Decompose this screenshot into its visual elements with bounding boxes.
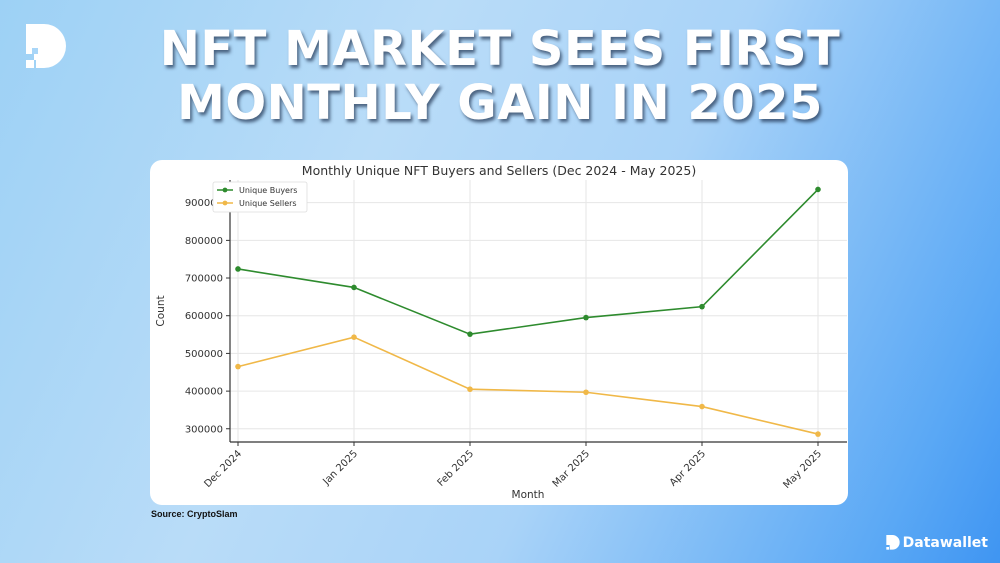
data-point (467, 331, 473, 337)
y-tick-label: 700000 (185, 274, 223, 285)
brand-mark: Datawallet (885, 535, 988, 551)
y-axis-label: Count (155, 295, 167, 326)
datawallet-d-icon (885, 535, 900, 550)
y-tick-label: 400000 (185, 387, 223, 398)
x-tick-label: Mar 2025 (551, 448, 592, 489)
datawallet-logo-icon (26, 24, 66, 68)
y-tick-label: 800000 (185, 236, 223, 247)
data-point (815, 431, 821, 437)
headline-line-2: MONTHLY GAIN IN 2025 (177, 75, 823, 131)
data-point (351, 284, 357, 291)
data-point (815, 186, 821, 193)
chart-title: Monthly Unique NFT Buyers and Sellers (D… (302, 163, 696, 178)
brand-name: Datawallet (902, 535, 988, 551)
y-tick-label: 500000 (185, 349, 223, 360)
chart-card: Monthly Unique NFT Buyers and Sellers (D… (150, 160, 848, 505)
legend-item: Unique Buyers (239, 186, 297, 195)
y-tick-label: 600000 (185, 311, 223, 322)
x-tick-label: Jan 2025 (320, 448, 360, 488)
data-point (351, 334, 357, 340)
x-tick-label: Apr 2025 (668, 448, 708, 488)
legend-item: Unique Sellers (239, 199, 297, 208)
x-axis-label: Month (512, 489, 545, 501)
data-point (235, 363, 241, 370)
y-tick-label: 300000 (185, 424, 223, 435)
line-chart: Monthly Unique NFT Buyers and Sellers (D… (155, 163, 847, 501)
y-tick-label: 900000 (185, 198, 223, 209)
x-tick-label: Dec 2024 (202, 448, 244, 490)
data-point (467, 386, 473, 393)
series-line (237, 188, 819, 336)
legend (212, 181, 308, 213)
data-point (583, 389, 589, 396)
series-line (237, 336, 819, 435)
headline: NFT MARKET SEES FIRST MONTHLY GAIN IN 20… (0, 22, 1000, 130)
headline-line-1: NFT MARKET SEES FIRST (159, 21, 841, 77)
data-point (699, 403, 705, 410)
source-caption: Source: CryptoSlam (151, 509, 238, 519)
data-point (583, 314, 589, 321)
x-tick-label: May 2025 (781, 448, 824, 491)
data-point (235, 266, 241, 272)
x-tick-label: Feb 2025 (436, 448, 477, 489)
data-point (699, 303, 705, 310)
